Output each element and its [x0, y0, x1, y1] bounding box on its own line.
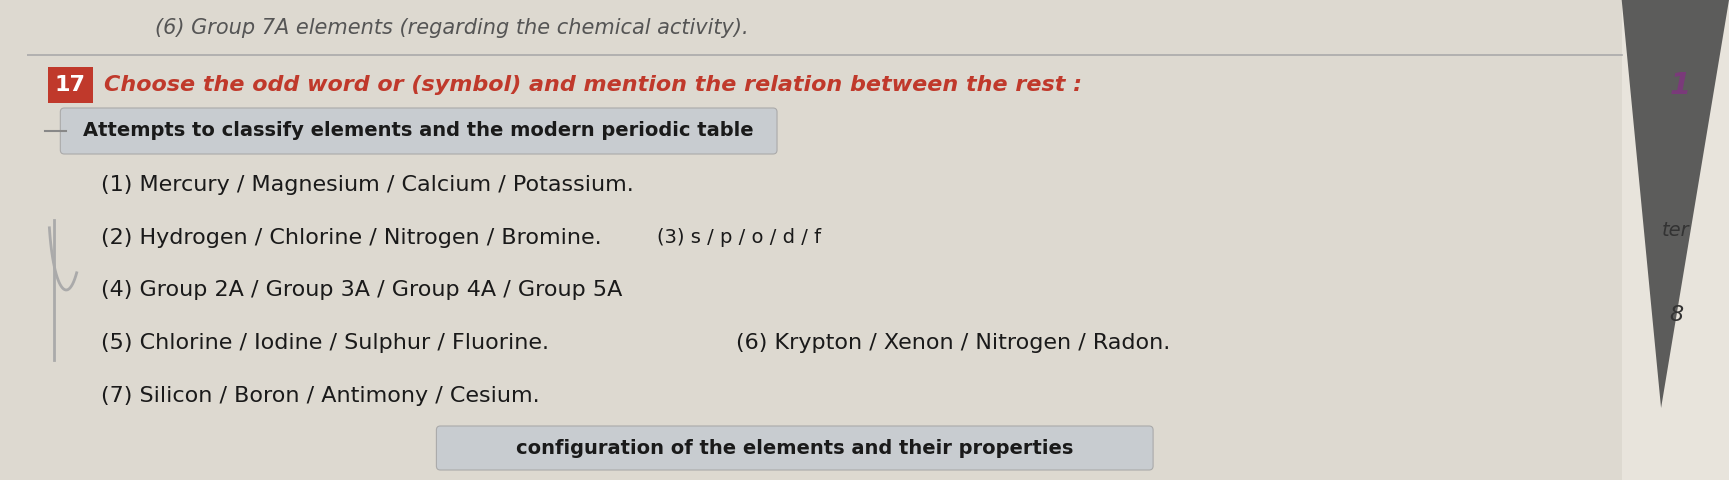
Text: 1: 1: [1670, 71, 1691, 99]
Text: (3) s / p / o / d / f: (3) s / p / o / d / f: [657, 228, 821, 247]
Text: ter: ter: [1662, 220, 1689, 240]
Text: (6) Krypton / Xenon / Nitrogen / Radon.: (6) Krypton / Xenon / Nitrogen / Radon.: [735, 333, 1171, 353]
Text: 8: 8: [1668, 305, 1682, 325]
Text: (4) Group 2A / Group 3A / Group 4A / Group 5A: (4) Group 2A / Group 3A / Group 4A / Gro…: [100, 280, 622, 300]
FancyBboxPatch shape: [436, 426, 1153, 470]
Text: Choose the odd word or (symbol) and mention the relation between the rest :: Choose the odd word or (symbol) and ment…: [104, 75, 1082, 95]
Text: configuration of the elements and their properties: configuration of the elements and their …: [515, 439, 1074, 457]
FancyBboxPatch shape: [47, 67, 93, 103]
Text: 17: 17: [55, 75, 86, 95]
Polygon shape: [1622, 0, 1729, 408]
Text: Attempts to classify elements and the modern periodic table: Attempts to classify elements and the mo…: [83, 121, 754, 141]
Bar: [1622, 0, 1729, 480]
Text: (6) Group 7A elements (regarding the chemical activity).: (6) Group 7A elements (regarding the che…: [156, 18, 749, 38]
Text: (2) Hydrogen / Chlorine / Nitrogen / Bromine.: (2) Hydrogen / Chlorine / Nitrogen / Bro…: [100, 228, 602, 248]
Text: (7) Silicon / Boron / Antimony / Cesium.: (7) Silicon / Boron / Antimony / Cesium.: [100, 386, 539, 406]
FancyBboxPatch shape: [61, 108, 776, 154]
Text: (1) Mercury / Magnesium / Calcium / Potassium.: (1) Mercury / Magnesium / Calcium / Pota…: [100, 175, 633, 195]
Text: (5) Chlorine / Iodine / Sulphur / Fluorine.: (5) Chlorine / Iodine / Sulphur / Fluori…: [100, 333, 548, 353]
